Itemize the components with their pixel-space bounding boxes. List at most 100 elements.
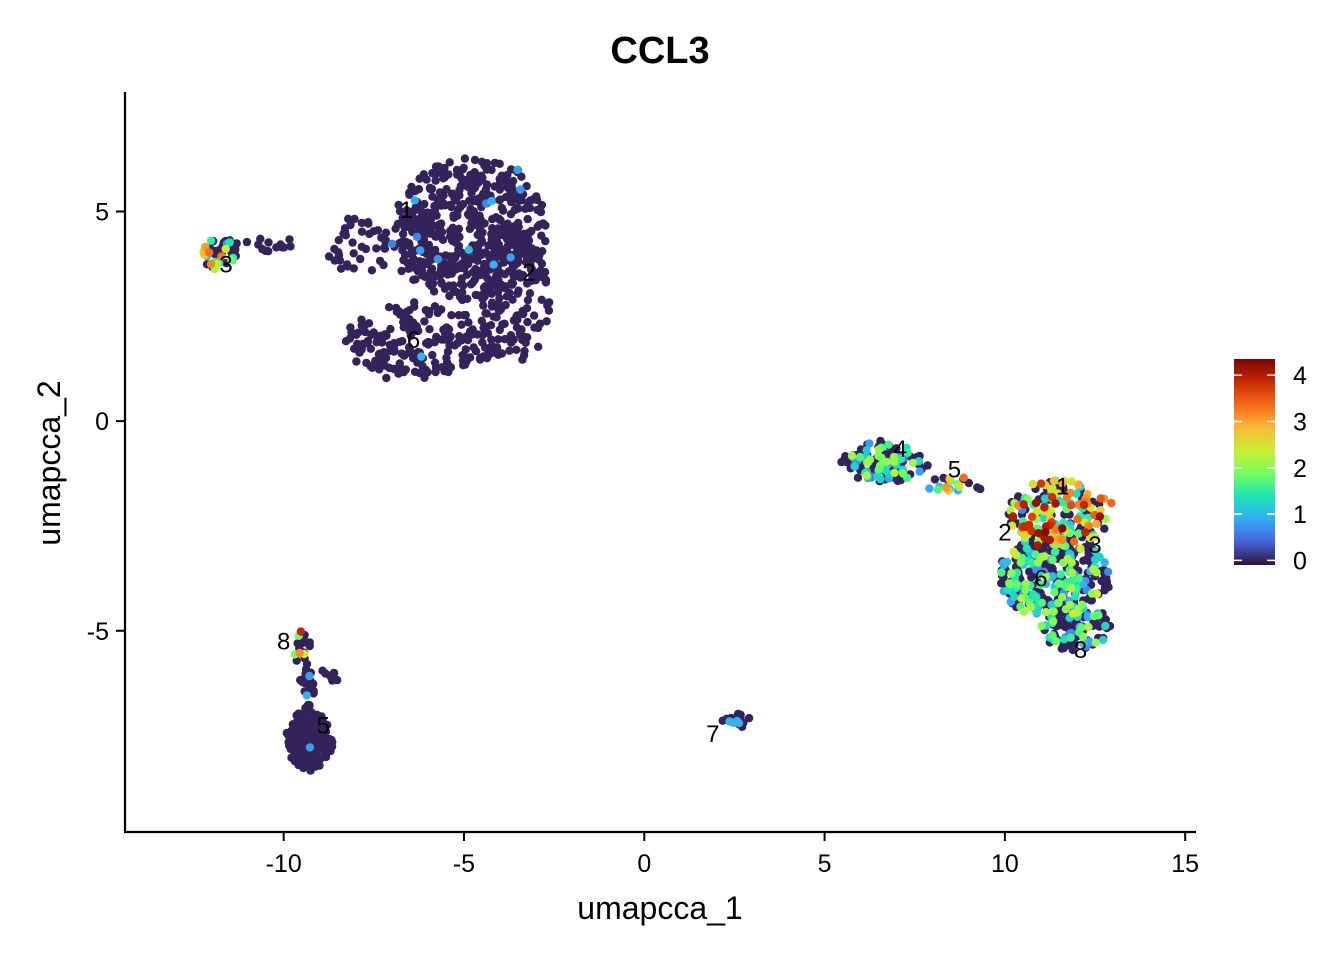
cell-point — [299, 712, 309, 722]
cell-point — [478, 265, 487, 274]
cell-point — [881, 466, 890, 475]
cell-point — [520, 346, 529, 356]
cell-point — [386, 324, 395, 334]
cell-point — [457, 320, 466, 329]
cell-point — [449, 281, 458, 290]
cell-point — [334, 236, 343, 245]
cell-point — [439, 198, 448, 208]
cell-point — [525, 289, 535, 298]
cell-point — [458, 200, 468, 209]
cell-point — [369, 227, 378, 236]
cell-point — [477, 316, 486, 325]
cell-point — [874, 445, 883, 454]
cell-point — [1066, 633, 1075, 642]
cell-point — [437, 278, 446, 287]
cell-point — [394, 200, 403, 210]
cell-point — [212, 259, 222, 269]
cell-point — [217, 252, 226, 261]
cell-point — [430, 358, 440, 367]
cell-point — [298, 720, 308, 729]
cell-point — [397, 266, 406, 276]
cell-point — [501, 192, 511, 202]
cell-point — [1009, 547, 1018, 556]
cell-point — [545, 298, 554, 307]
cluster-label: 5 — [948, 457, 961, 484]
cell-point — [1016, 558, 1025, 567]
cell-point — [1037, 621, 1046, 631]
cell-point — [1067, 583, 1076, 593]
cell-point — [1059, 643, 1069, 653]
cell-point — [285, 235, 294, 244]
cell-point — [349, 264, 358, 273]
cell-point — [429, 287, 439, 296]
cell-point — [1107, 498, 1116, 508]
cell-point — [408, 207, 417, 216]
cell-point — [405, 326, 414, 335]
y-tick-label: -5 — [87, 618, 109, 646]
cell-point — [382, 331, 391, 340]
cell-point — [732, 716, 742, 726]
cell-point — [425, 325, 434, 334]
cell-point — [414, 185, 424, 194]
cell-point — [442, 353, 451, 362]
cell-point — [301, 703, 310, 713]
cell-point — [453, 205, 463, 215]
cell-point — [523, 296, 533, 305]
cell-point — [1052, 637, 1061, 646]
cell-point — [1032, 607, 1041, 617]
cell-point — [357, 315, 366, 324]
cell-point — [431, 162, 441, 171]
cell-point — [1089, 611, 1099, 621]
cell-point — [335, 256, 345, 265]
cell-point — [300, 753, 309, 763]
cell-point — [1036, 580, 1046, 590]
cell-point — [443, 270, 452, 279]
cell-point — [447, 311, 456, 320]
cell-point — [319, 743, 328, 752]
cell-point — [1047, 485, 1056, 494]
cell-point — [457, 259, 467, 268]
cell-point — [1089, 565, 1098, 574]
cell-point — [964, 478, 973, 488]
cell-point — [508, 279, 518, 288]
cell-point — [302, 762, 312, 771]
cell-point — [530, 323, 539, 332]
cell-point — [478, 191, 487, 200]
cell-point — [416, 205, 425, 214]
cell-point — [495, 349, 504, 358]
cell-point — [1040, 503, 1049, 512]
cell-point — [524, 236, 534, 245]
cell-point — [438, 235, 448, 244]
cell-point — [440, 259, 449, 268]
cell-point — [445, 200, 455, 210]
cell-point — [1091, 532, 1100, 541]
cell-point — [405, 241, 414, 251]
cell-point — [410, 367, 420, 376]
cell-point — [1028, 479, 1038, 489]
cell-point — [1040, 494, 1050, 503]
cell-point — [500, 270, 509, 279]
cell-point — [1025, 567, 1034, 576]
cell-point — [903, 448, 912, 457]
cell-point — [1048, 555, 1057, 565]
cell-point — [1019, 500, 1028, 509]
cell-point — [317, 712, 326, 721]
cell-point — [482, 309, 491, 318]
cell-point — [302, 691, 311, 700]
cell-point — [890, 457, 899, 466]
cell-point — [398, 229, 408, 239]
cell-point — [1040, 552, 1049, 561]
cell-point — [432, 169, 441, 178]
cell-point — [1027, 512, 1037, 521]
cell-point — [1047, 492, 1057, 502]
cell-point — [312, 719, 322, 728]
cell-point — [512, 345, 521, 354]
cell-point — [537, 295, 546, 304]
cell-point — [1010, 592, 1019, 601]
cell-point — [464, 318, 473, 327]
cell-point — [513, 165, 522, 175]
cell-point — [536, 207, 546, 217]
cell-point — [514, 195, 524, 204]
cell-point — [483, 329, 493, 338]
cell-point — [472, 243, 482, 252]
